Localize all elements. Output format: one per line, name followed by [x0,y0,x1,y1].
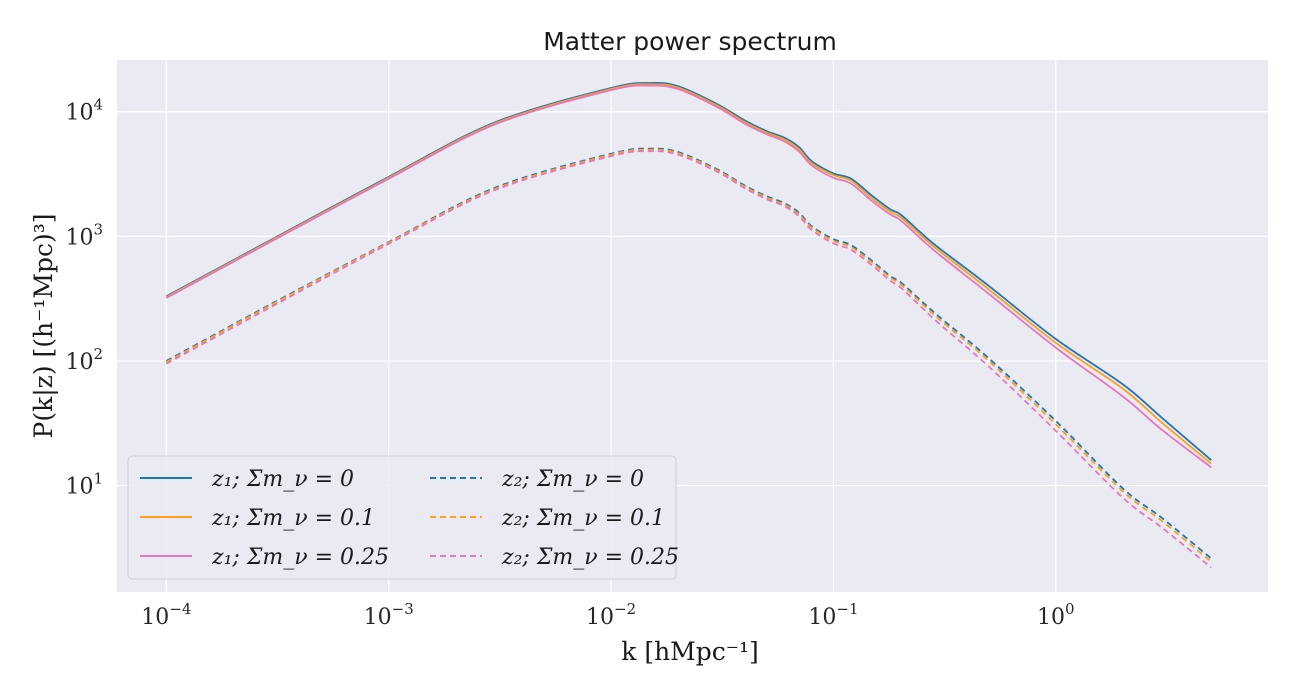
y-tick-label: 101 [65,470,103,500]
y-tick-label: 103 [65,220,103,250]
x-tick-label: 100 [1037,600,1075,630]
series-line-4 [165,148,1212,563]
legend-label-z2-01: z₂; Σm_ν = 0.1 [501,506,665,531]
legend-label-z1-0: z₁; Σm_ν = 0 [211,467,354,492]
x-tick-label: 10−1 [808,600,858,630]
y-axis-label: P(k|z) [(h⁻¹Mpc)³] [29,214,59,439]
chart-title: Matter power spectrum [543,27,837,56]
series-line-3 [165,147,1212,560]
legend-label-z2-025: z₂; Σm_ν = 0.25 [501,545,679,570]
y-tick-label: 102 [65,345,103,375]
series-line-5 [165,150,1212,569]
x-tick-label: 10−4 [141,600,191,630]
x-tick-labels: 10−4 10−3 10−2 10−1 100 [141,600,1074,630]
legend-label-z1-01: z₁; Σm_ν = 0.1 [211,506,375,531]
series-layer [165,81,1212,569]
series-line-2 [165,84,1212,469]
grid-lines [117,60,1268,592]
y-tick-label: 104 [65,96,103,126]
series-line-1 [165,83,1212,465]
legend-label-z2-0: z₂; Σm_ν = 0 [501,467,644,492]
x-tick-label: 10−3 [364,600,414,630]
legend-label-z1-025: z₁; Σm_ν = 0.25 [211,545,389,570]
x-tick-label: 10−2 [586,600,636,630]
x-axis-label: k [hMpc⁻¹] [621,637,759,666]
legend: z₁; Σm_ν = 0 z₁; Σm_ν = 0.1 z₁; Σm_ν = 0… [127,455,679,580]
y-tick-labels: 101 102 103 104 [65,96,103,500]
series-line-0 [165,81,1212,461]
legend-box [127,455,677,580]
